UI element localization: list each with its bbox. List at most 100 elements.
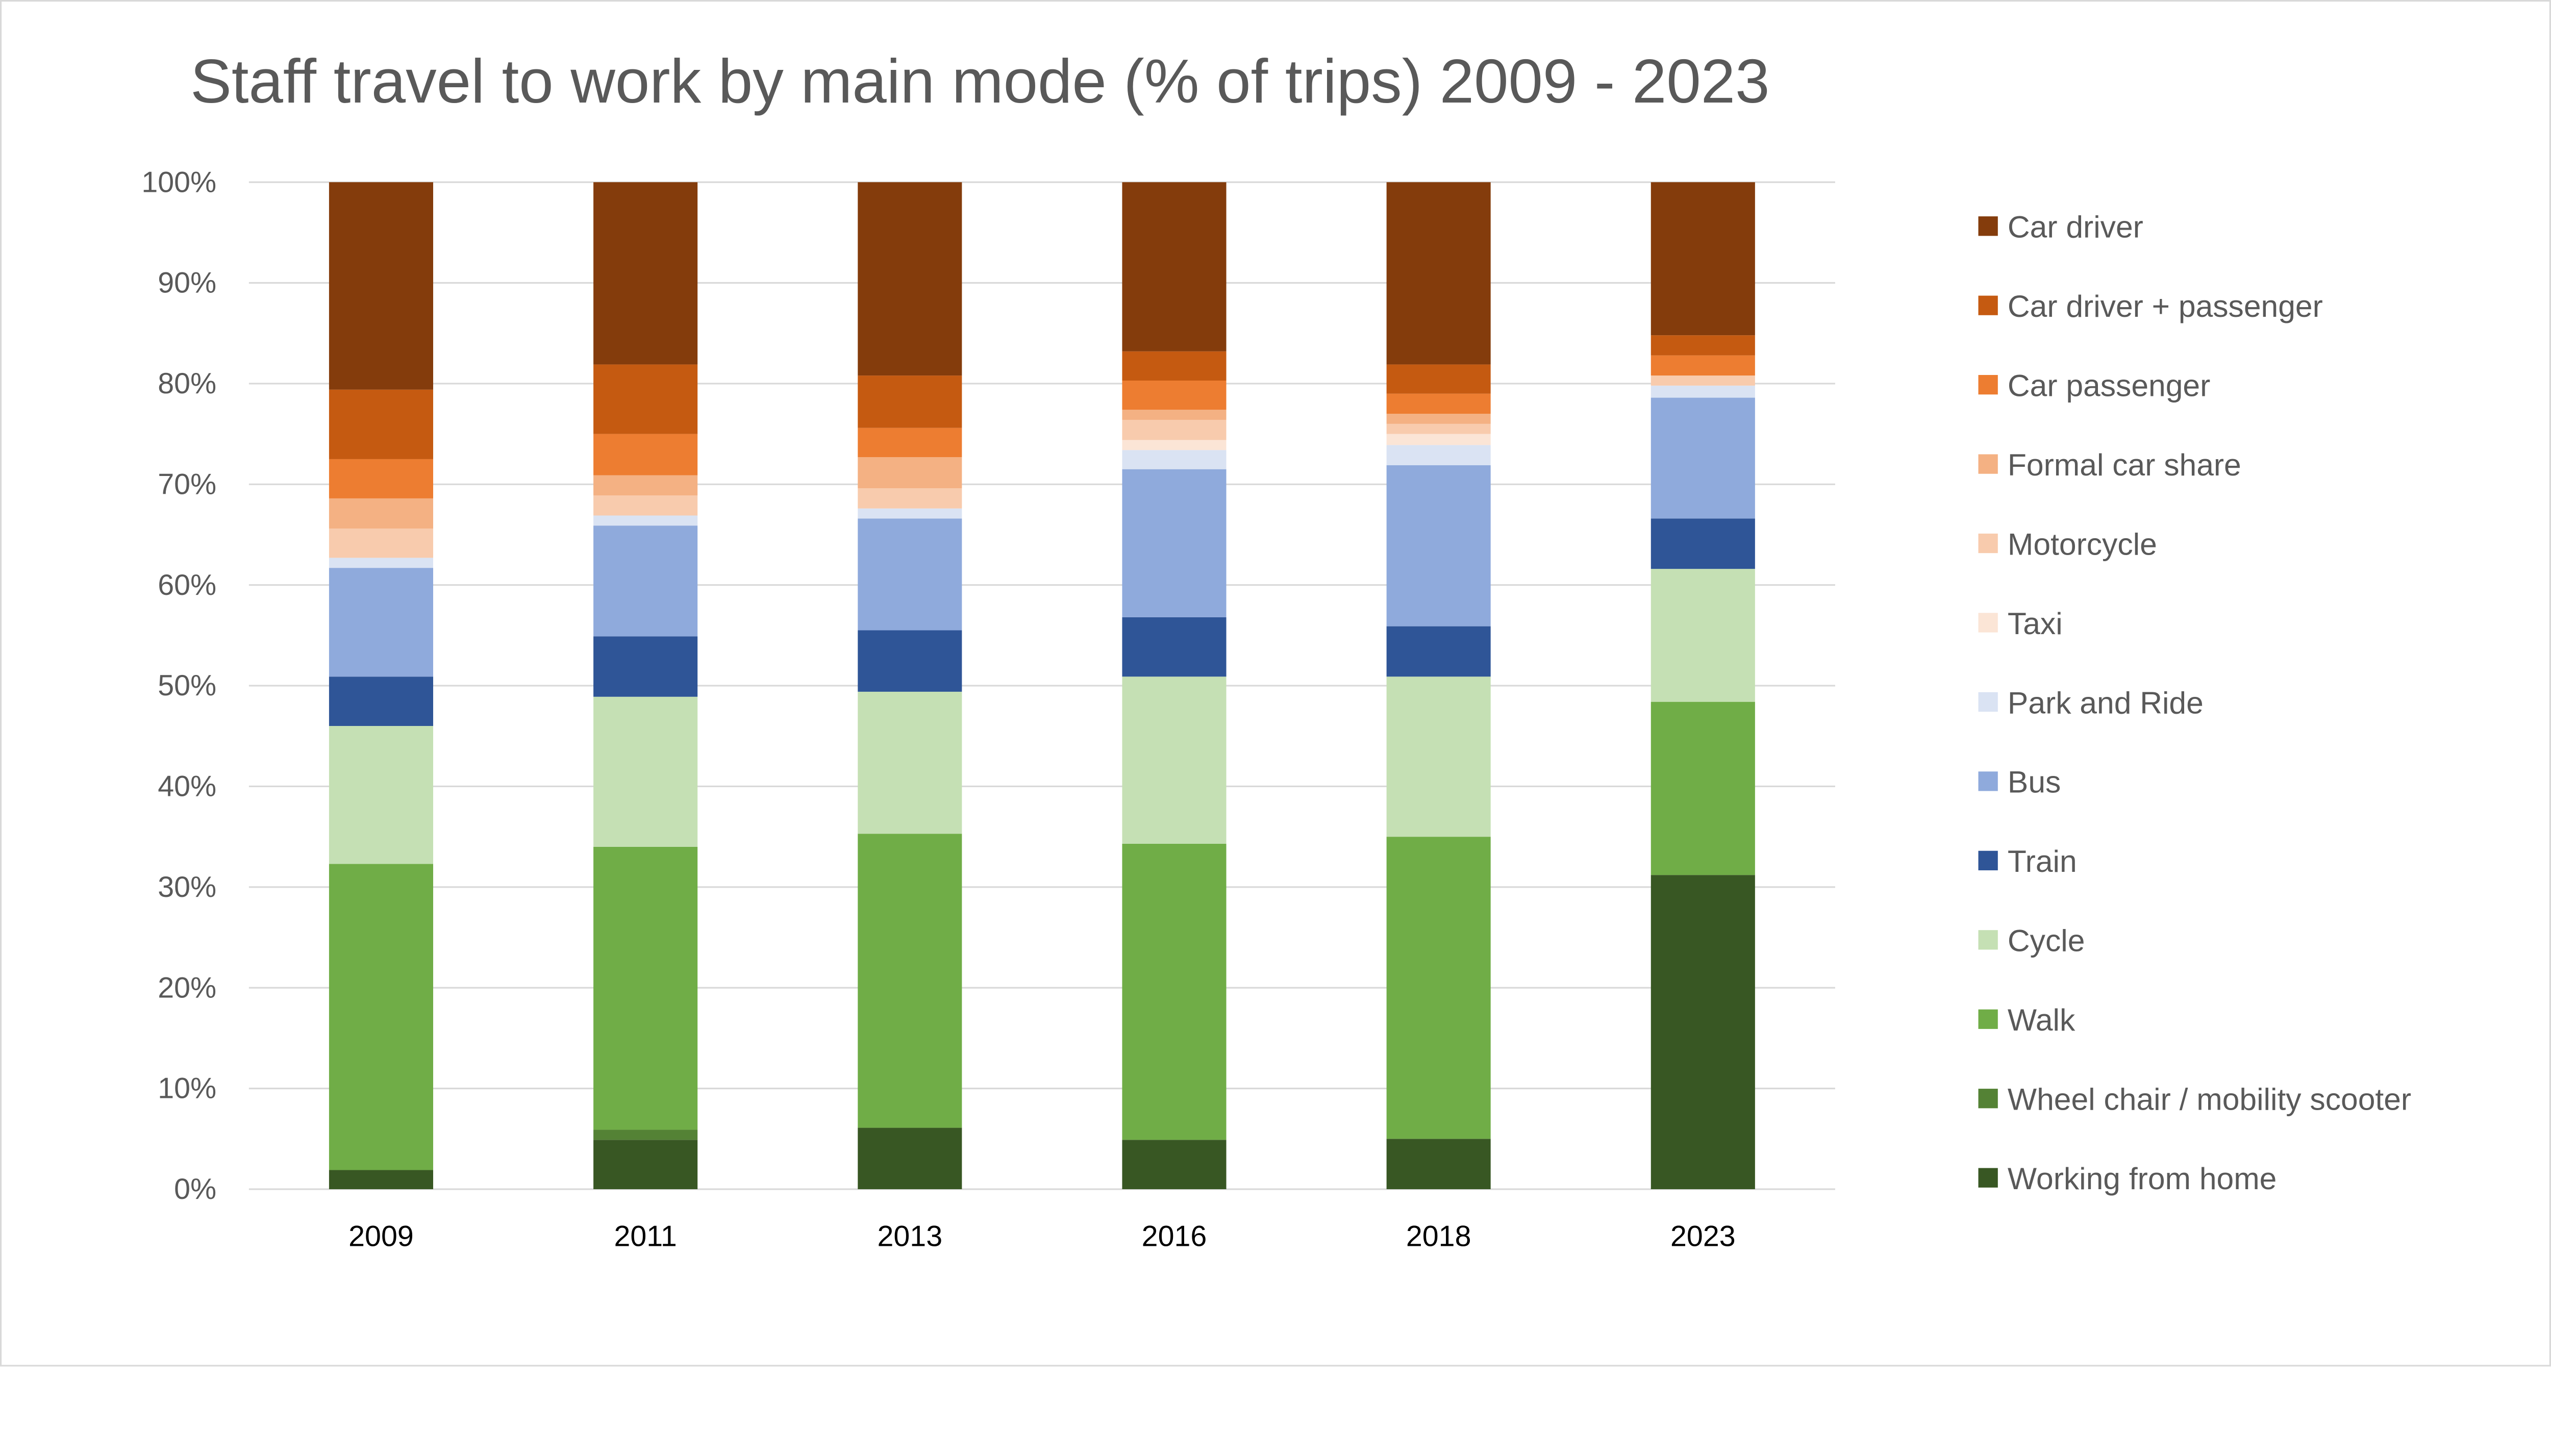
legend-label: Train (2008, 844, 2077, 878)
legend-item: Wheel chair / mobility scooter (1978, 1082, 2411, 1117)
bar-segment-train-2018 (1386, 626, 1491, 677)
bar-segment-walk-2009 (329, 864, 434, 1170)
x-tick-label: 2009 (348, 1220, 414, 1253)
bar-segment-motorcycle-2016 (1122, 419, 1227, 440)
legend-item: Motorcycle (1978, 526, 2157, 561)
bar-segment-park-and-ride-2009 (329, 558, 434, 568)
bar-segment-bus-2018 (1386, 465, 1491, 626)
bar-segment-formal-car-share-2016 (1122, 410, 1227, 420)
bar-segment-working-from-home-2011 (593, 1140, 698, 1189)
y-tick-label: 20% (158, 971, 216, 1004)
bar-segment-train-2009 (329, 676, 434, 726)
bar-segment-car-passenger-2009 (329, 459, 434, 498)
bar-segment-car-driver-2016 (1122, 182, 1227, 352)
bar-segment-formal-car-share-2018 (1386, 414, 1491, 424)
bar-segment-working-from-home-2009 (329, 1170, 434, 1189)
legend-item: Cycle (1978, 923, 2085, 958)
bar-segment-car-driver-passenger-2023 (1650, 335, 1755, 356)
bar-segment-car-passenger-2018 (1386, 393, 1491, 414)
bar-segment-taxi-2016 (1122, 440, 1227, 450)
legend-item: Formal car share (1978, 447, 2241, 482)
bar-segment-park-and-ride-2011 (593, 515, 698, 526)
x-tick-label: 2011 (614, 1220, 677, 1253)
bar-segment-car-passenger-2011 (593, 434, 698, 475)
bar-segment-train-2016 (1122, 617, 1227, 677)
bar-segment-cycle-2016 (1122, 676, 1227, 844)
bar-segment-working-from-home-2018 (1386, 1139, 1491, 1189)
legend-item: Park and Ride (1978, 685, 2204, 720)
legend-label: Car driver + passenger (2008, 289, 2323, 323)
bar-segment-working-from-home-2016 (1122, 1140, 1227, 1189)
legend-swatch (1978, 454, 1998, 474)
bar-segment-car-driver-2018 (1386, 182, 1491, 365)
legend-label: Wheel chair / mobility scooter (2008, 1082, 2411, 1117)
legend-label: Bus (2008, 765, 2061, 799)
bar-segment-bus-2011 (593, 525, 698, 637)
bar-segment-working-from-home-2013 (858, 1127, 962, 1189)
bar-segment-working-from-home-2023 (1650, 875, 1755, 1189)
legend-item: Car driver + passenger (1978, 289, 2323, 323)
bar-segment-walk-2011 (593, 846, 698, 1130)
legend-swatch (1978, 216, 1998, 236)
bar-segment-car-driver-passenger-2013 (858, 375, 962, 428)
bar-segment-walk-2016 (1122, 843, 1227, 1140)
legend-label: Walk (2008, 1002, 2075, 1037)
bar-segment-walk-2018 (1386, 837, 1491, 1139)
legend-label: Taxi (2008, 606, 2063, 641)
chart-title: Staff travel to work by main mode (% of … (190, 46, 1769, 116)
bar-segment-motorcycle-2023 (1650, 375, 1755, 386)
legend-item: Walk (1978, 1002, 2075, 1037)
bar-segment-cycle-2023 (1650, 569, 1755, 702)
legend-item: Bus (1978, 765, 2061, 799)
y-tick-label: 90% (158, 267, 216, 299)
gridlines (248, 181, 1835, 1190)
legend-swatch (1978, 1089, 1998, 1109)
bar-segment-train-2011 (593, 636, 698, 697)
y-tick-label: 80% (158, 367, 216, 400)
bar-segment-motorcycle-2013 (858, 488, 962, 509)
legend-item: Train (1978, 844, 2077, 878)
bar-segment-cycle-2018 (1386, 676, 1491, 837)
y-tick-label: 30% (158, 871, 216, 903)
bar-segment-bus-2016 (1122, 469, 1227, 617)
x-axis-tick-labels: 2009 2011 2013 2016 2018 2023 (348, 1220, 1736, 1253)
bars (329, 182, 1755, 1189)
y-tick-label: 100% (141, 166, 216, 198)
bar-segment-cycle-2013 (858, 691, 962, 834)
x-tick-label: 2023 (1670, 1220, 1736, 1253)
bar-segment-walk-2013 (858, 834, 962, 1128)
legend-swatch (1978, 375, 1998, 395)
legend-swatch (1978, 613, 1998, 633)
y-tick-label: 0% (174, 1173, 216, 1206)
bar-segment-car-driver-2023 (1650, 182, 1755, 336)
bar-segment-park-and-ride-2016 (1122, 450, 1227, 469)
bar-segment-car-driver-passenger-2009 (329, 389, 434, 459)
bar-segment-car-passenger-2016 (1122, 380, 1227, 410)
x-tick-label: 2013 (877, 1220, 942, 1253)
legend-label: Car driver (2008, 210, 2143, 244)
legend-swatch (1978, 533, 1998, 554)
legend-label: Formal car share (2008, 447, 2241, 482)
legend-item: Working from home (1978, 1161, 2277, 1196)
bar-segment-car-driver-2013 (858, 182, 962, 376)
bar-segment-car-driver-passenger-2016 (1122, 351, 1227, 381)
bar-segment-motorcycle-2018 (1386, 423, 1491, 434)
legend-label: Car passenger (2008, 368, 2210, 403)
bar-segment-walk-2023 (1650, 701, 1755, 875)
bar-segment-park-and-ride-2013 (858, 508, 962, 519)
legend-item: Taxi (1978, 606, 2063, 641)
bar-segment-taxi-2018 (1386, 434, 1491, 445)
bar-segment-motorcycle-2011 (593, 495, 698, 516)
legend-swatch (1978, 1168, 1998, 1188)
bar-segment-park-and-ride-2018 (1386, 445, 1491, 465)
bar-segment-formal-car-share-2009 (329, 498, 434, 529)
y-tick-label: 10% (158, 1072, 216, 1105)
bar-segment-park-and-ride-2023 (1650, 385, 1755, 398)
y-tick-label: 60% (158, 569, 216, 601)
x-tick-label: 2018 (1406, 1220, 1471, 1253)
bar-segment-cycle-2011 (593, 696, 698, 847)
bar-segment-bus-2013 (858, 518, 962, 631)
bar-segment-motorcycle-2009 (329, 529, 434, 558)
bar-segment-formal-car-share-2011 (593, 475, 698, 496)
legend-swatch (1978, 850, 1998, 870)
